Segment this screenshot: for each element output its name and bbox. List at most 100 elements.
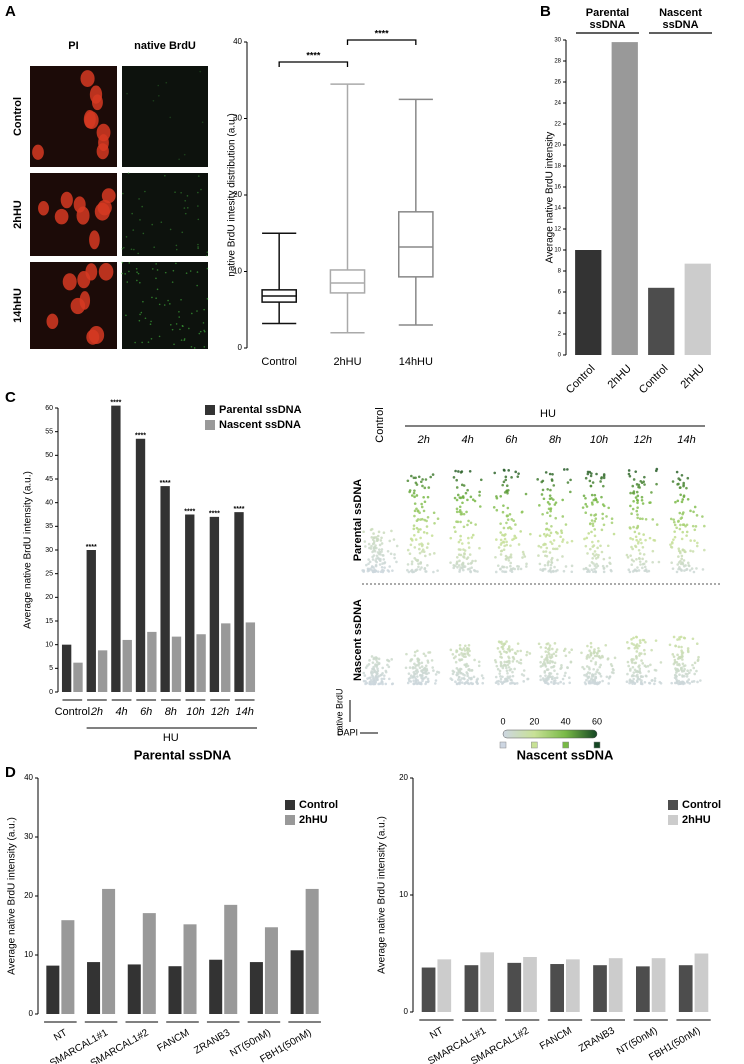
cell-dot (677, 567, 680, 571)
cell-dot (677, 482, 680, 486)
cell-dot (468, 469, 472, 473)
cell-dot (382, 674, 386, 677)
nucleus (54, 208, 69, 225)
speck (136, 279, 138, 282)
speck (191, 312, 193, 315)
bar (147, 631, 157, 692)
cell-dot (470, 669, 474, 672)
cell-dot (680, 569, 683, 572)
cell-dot (525, 565, 528, 568)
cell-dot (499, 531, 502, 534)
cell-dot (695, 669, 698, 673)
cell-dot (686, 476, 690, 480)
cell-dot (459, 534, 462, 538)
cell-dot (634, 544, 637, 548)
cell-dot (493, 471, 497, 475)
speck (205, 254, 208, 257)
cell-dot (423, 486, 427, 490)
cell-dot (380, 680, 384, 683)
cell-dot (520, 510, 524, 514)
cell-dot (410, 474, 413, 478)
speck (167, 299, 169, 302)
bar (480, 952, 494, 1012)
cell-dot (413, 662, 416, 666)
colorbar-tick-label: 0 (500, 716, 505, 726)
cell-dot (501, 510, 505, 514)
cell-dot (473, 658, 476, 662)
cell-dot (432, 669, 435, 672)
cell-dot (380, 550, 383, 553)
cell-dot (693, 505, 697, 509)
cell-dot (416, 649, 419, 653)
cell-dot (508, 660, 511, 663)
cell-dot (638, 517, 642, 521)
cell-dot (681, 523, 685, 526)
flow-time-label: 10h (590, 434, 608, 446)
cell-dot (481, 681, 485, 685)
x-tick-label: Control (55, 706, 90, 718)
cell-dot (547, 507, 551, 511)
bar (608, 958, 623, 1012)
cell-dot (672, 662, 676, 666)
cell-dot (675, 470, 679, 474)
cell-dot (650, 491, 653, 494)
cell-dot (591, 674, 595, 678)
cell-dot (376, 538, 380, 541)
cell-dot (364, 545, 367, 548)
speck (132, 229, 135, 231)
cell-dot (499, 680, 503, 684)
cell-dot (494, 681, 498, 685)
flow-time-label: 12h (634, 434, 652, 446)
cell-dot (691, 524, 695, 528)
cell-dot (630, 563, 634, 567)
cell-dot (368, 546, 371, 550)
cell-dot (384, 682, 388, 686)
cell-dot (673, 658, 677, 662)
cell-dot (638, 664, 641, 667)
cell-dot (449, 536, 453, 540)
cell-dot (609, 663, 613, 666)
significance-label: **** (184, 508, 195, 515)
cell-dot (380, 677, 384, 681)
speck (155, 263, 157, 265)
cell-dot (461, 654, 464, 657)
cell-dot (378, 682, 381, 686)
y-tick-label: 40 (45, 500, 53, 507)
cell-dot (362, 671, 366, 675)
y-tick-label: 20 (233, 190, 242, 199)
speck (180, 298, 182, 301)
cell-dot (460, 483, 464, 487)
cell-dot (522, 680, 526, 683)
cell-dot (628, 474, 632, 478)
cell-dot (470, 566, 473, 569)
y-tick-label: 2 (558, 332, 562, 338)
speck (158, 335, 161, 338)
cell-dot (596, 651, 599, 655)
speck (206, 251, 209, 254)
cell-dot (409, 543, 413, 547)
y-tick-label: 0 (29, 1009, 34, 1018)
cell-dot (550, 677, 554, 681)
cell-dot (600, 495, 603, 499)
cell-dot (552, 679, 556, 683)
cell-dot (457, 553, 461, 556)
nucleus (88, 325, 105, 345)
cell-dot (473, 499, 477, 503)
cell-dot (424, 554, 427, 558)
nucleus (96, 143, 109, 160)
cell-dot (522, 669, 526, 672)
cell-dot (426, 495, 430, 499)
cell-dot (636, 516, 639, 520)
cell-dot (628, 678, 632, 681)
cell-dot (415, 519, 419, 523)
speck (127, 172, 130, 174)
colorbar-swatch (562, 741, 569, 749)
chart-title: Parental ssDNA (134, 747, 232, 762)
cell-dot (522, 674, 526, 677)
cell-dot (472, 569, 476, 572)
cell-dot (383, 566, 386, 569)
cell-dot (689, 668, 692, 672)
cell-dot (586, 472, 590, 476)
cell-dot (414, 680, 418, 683)
cell-dot (415, 483, 419, 486)
